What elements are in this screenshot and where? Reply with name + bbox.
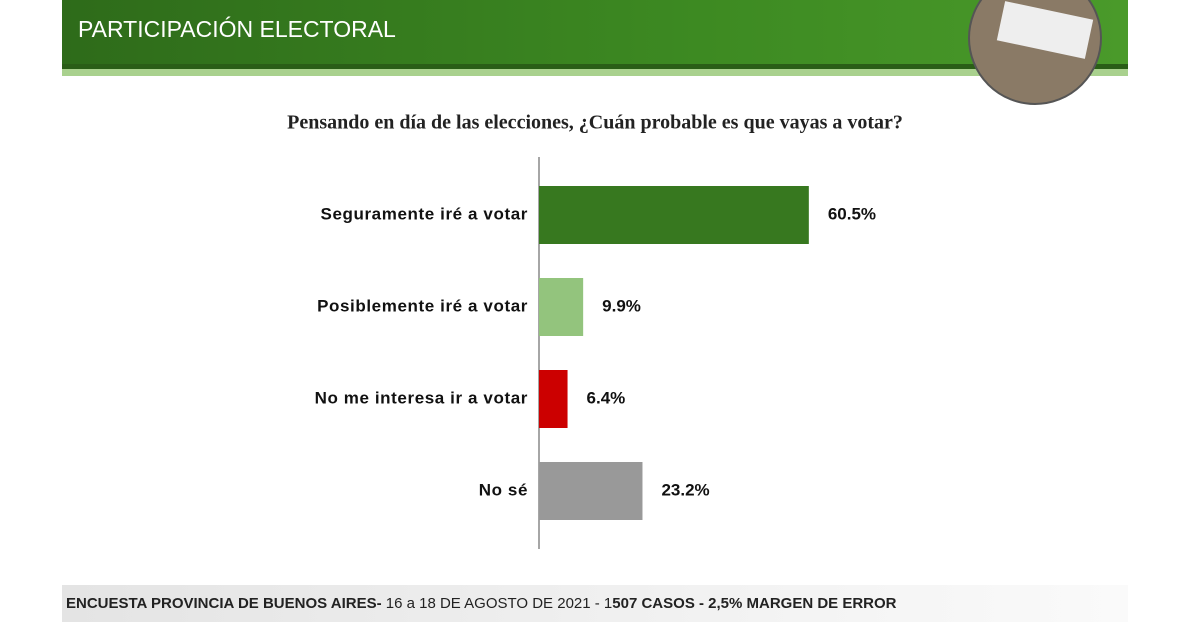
footer-part: ENCUESTA PROVINCIA DE BUENOS AIRES- <box>66 595 382 612</box>
header-stripe-light <box>62 69 1128 76</box>
bar <box>539 462 643 520</box>
header-band <box>62 0 1128 64</box>
value-label: 9.9% <box>602 296 641 315</box>
chart-title: Pensando en día de las elecciones, ¿Cuán… <box>287 112 903 134</box>
bar <box>539 370 568 428</box>
bar <box>539 278 584 336</box>
value-label: 6.4% <box>587 388 626 407</box>
header-stripe <box>62 64 1128 69</box>
photo-paper <box>996 1 1094 59</box>
bar <box>539 186 809 244</box>
category-label: Posiblemente iré a votar <box>317 296 528 315</box>
value-label: 60.5% <box>828 204 876 223</box>
footer-part: 507 CASOS - 2,5% MARGEN DE ERROR <box>612 595 896 612</box>
category-label: No sé <box>479 480 528 499</box>
footer-text: ENCUESTA PROVINCIA DE BUENOS AIRES- 16 a… <box>66 595 897 612</box>
footer-part: 16 a 18 DE AGOSTO DE 2021 - 1 <box>382 595 613 612</box>
footer-band <box>62 585 1128 622</box>
category-label: No me interesa ir a votar <box>315 388 528 407</box>
value-label: 23.2% <box>661 480 709 499</box>
header-title: PARTICIPACIÓN ELECTORAL <box>78 16 396 42</box>
category-label: Seguramente iré a votar <box>321 204 529 223</box>
